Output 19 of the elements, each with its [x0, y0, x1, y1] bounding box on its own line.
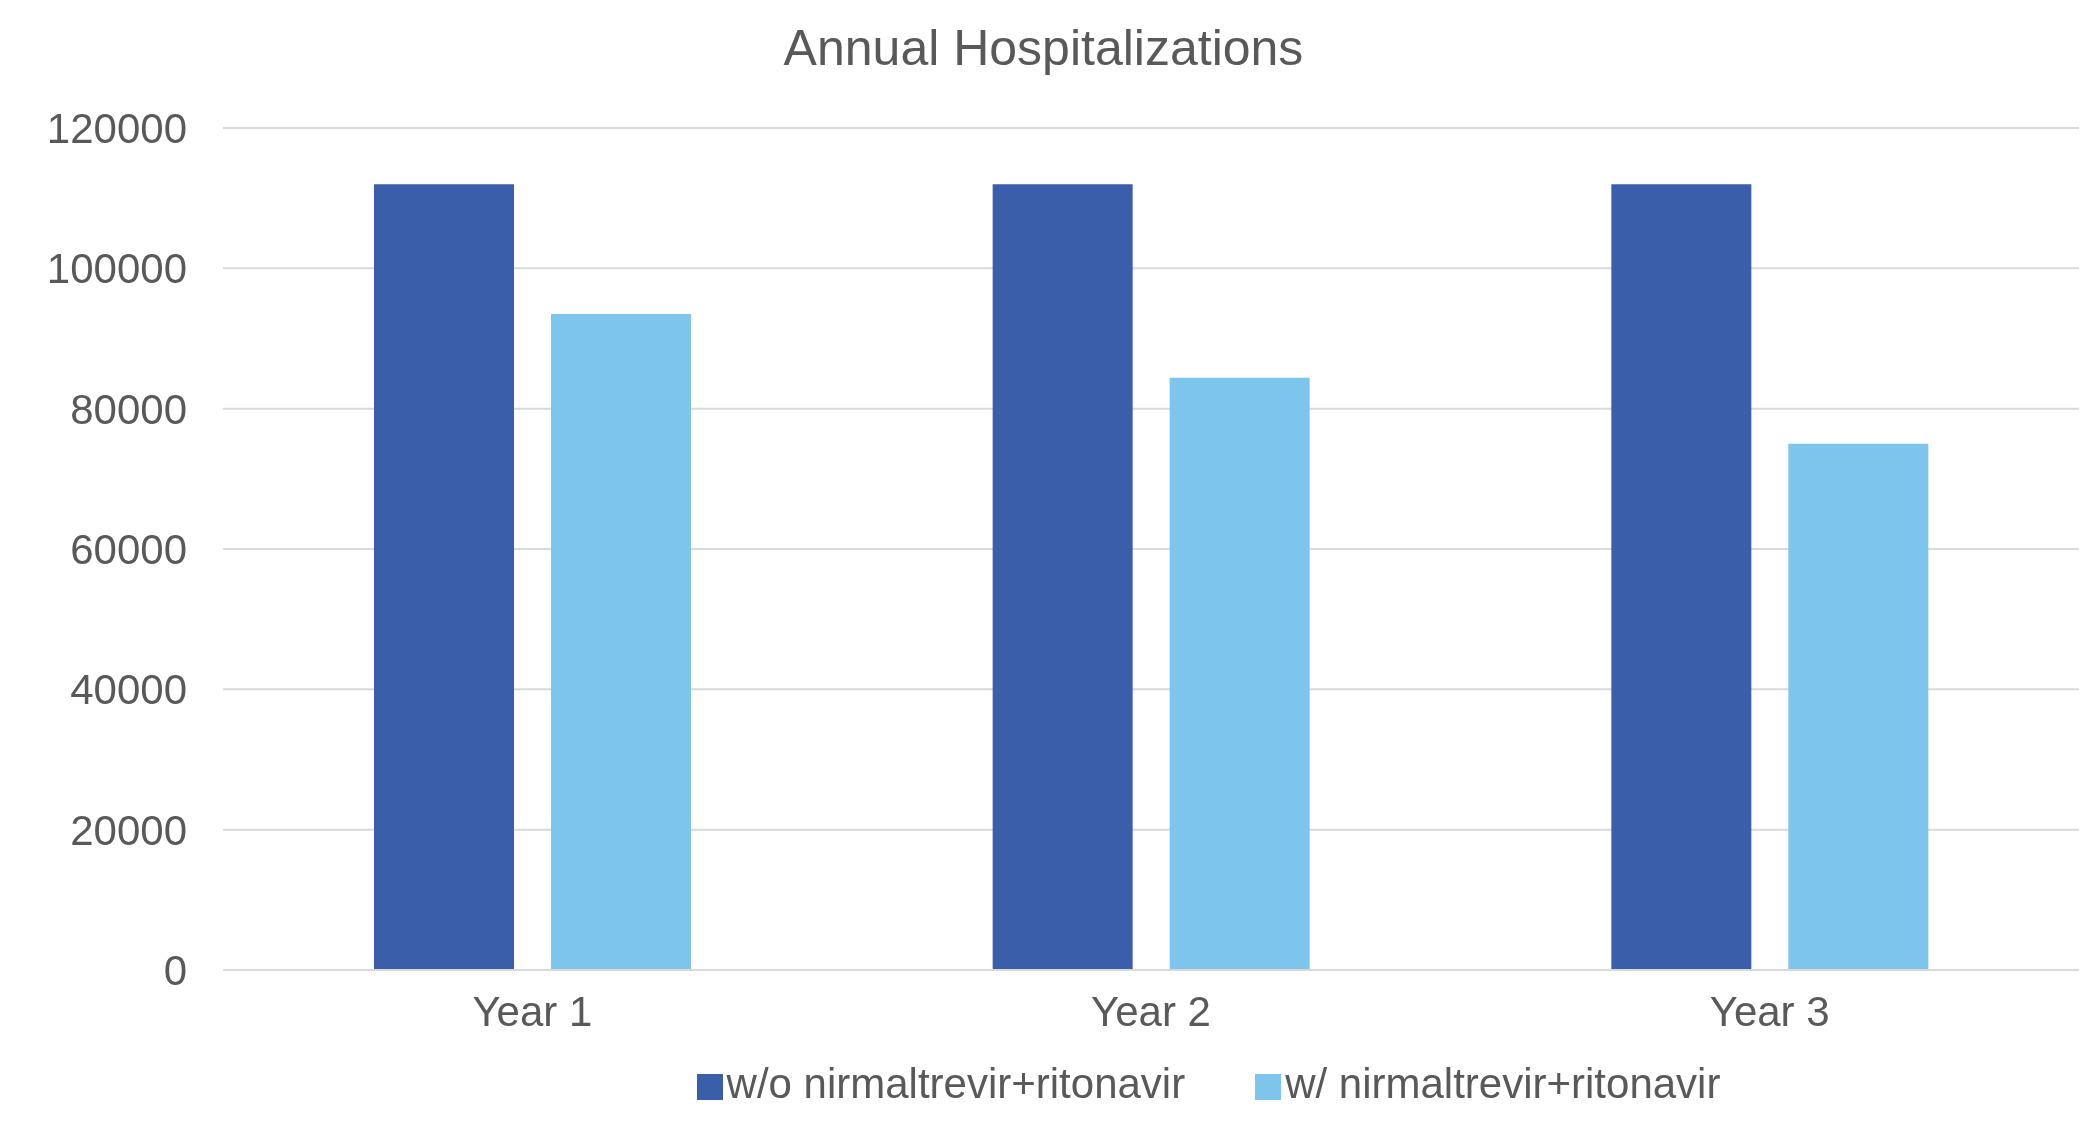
y-tick-label: 100000 [46, 245, 187, 293]
x-tick-label: Year 3 [1709, 987, 1830, 1035]
bar [1169, 377, 1310, 970]
legend-label: w/ nirmaltrevir+ritonavir [1285, 1060, 1721, 1107]
bar [1611, 184, 1752, 970]
y-tick-label: 0 [163, 946, 187, 994]
chart-title: Annual Hospitalizations [782, 19, 1305, 78]
x-tick-label: Year 2 [1091, 987, 1211, 1035]
y-tick-label: 60000 [70, 525, 187, 573]
y-tick-label: 80000 [70, 385, 187, 433]
y-tick-label: 20000 [70, 806, 187, 854]
bar [1788, 443, 1929, 970]
bar [992, 184, 1133, 970]
bar [551, 313, 691, 970]
bar [374, 184, 514, 970]
y-tick-label: 40000 [70, 666, 187, 714]
y-tick-label: 120000 [46, 104, 187, 152]
legend-label: w/o nirmaltrevir+ritonavir [726, 1060, 1186, 1107]
x-tick-label: Year 1 [472, 987, 593, 1035]
